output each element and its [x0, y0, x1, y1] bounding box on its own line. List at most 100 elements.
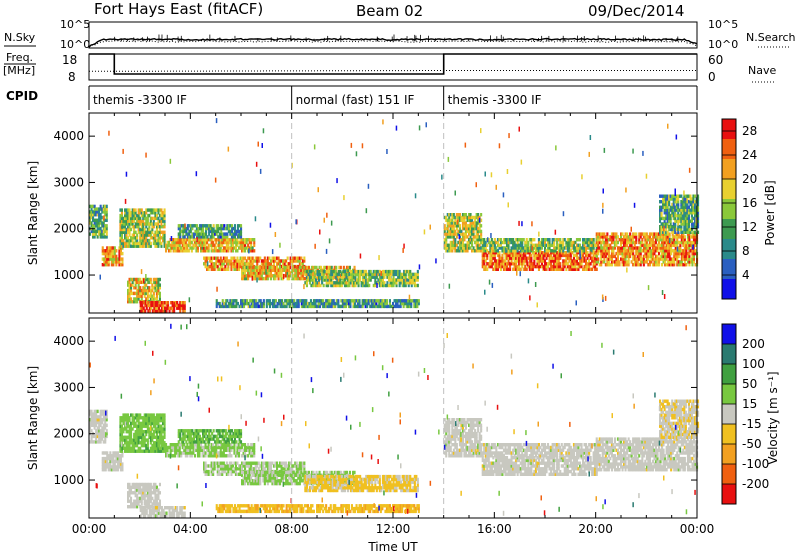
heatmap-cell [672, 197, 675, 201]
heatmap-cell [461, 235, 464, 239]
heatmap-cell [119, 427, 122, 431]
heatmap-cell [385, 304, 388, 309]
heatmap-cell [554, 264, 557, 269]
heatmap-cell [674, 230, 677, 234]
heatmap-cell [215, 246, 218, 250]
heatmap-cell [145, 216, 148, 221]
heatmap-cell [263, 271, 266, 275]
heatmap-cell [90, 207, 93, 211]
heatmap-cell [677, 260, 680, 264]
heatmap-cell [512, 249, 515, 253]
heatmap-cell [154, 286, 157, 290]
heatmap-cell [313, 283, 316, 288]
heatmap-cell [361, 304, 364, 309]
heatmap-cell [241, 243, 244, 247]
heatmap-cell [134, 277, 137, 282]
heatmap-cell [119, 449, 122, 453]
heatmap-cell [159, 309, 162, 313]
sparse-echo [125, 171, 128, 177]
heatmap-cell [242, 243, 245, 247]
heatmap-cell [230, 299, 233, 303]
heatmap-cell [446, 249, 449, 253]
heatmap-cell [253, 304, 256, 309]
heatmap-cell [165, 309, 168, 313]
heatmap-cell [680, 254, 683, 259]
heatmap-cell [416, 283, 419, 288]
heatmap-cell [125, 236, 128, 240]
heatmap-cell [311, 275, 314, 279]
heatmap-cell [565, 243, 568, 247]
heatmap-cell [551, 238, 554, 242]
heatmap-cell [677, 216, 680, 221]
heatmap-cell [553, 238, 556, 242]
heatmap-cell [269, 268, 272, 272]
heatmap-cell [310, 283, 313, 288]
heatmap-cell [669, 205, 672, 209]
heatmap-cell [410, 283, 413, 288]
heatmap-cell [391, 283, 394, 288]
heatmap-cell [152, 233, 155, 237]
heatmap-cell [276, 274, 279, 278]
heatmap-cell [322, 275, 325, 279]
heatmap-cell [259, 301, 262, 306]
heatmap-cell [124, 208, 127, 212]
heatmap-cell [119, 424, 122, 428]
heatmap-cell [586, 264, 589, 269]
sparse-echo [240, 244, 242, 250]
heatmap-cell [239, 256, 242, 260]
heatmap-cell [125, 213, 128, 218]
heatmap-cell [293, 301, 296, 306]
heatmap-cell [583, 246, 586, 250]
heatmap-cell [626, 260, 629, 264]
sparse-echo [661, 290, 664, 295]
heatmap-cell [265, 259, 268, 263]
sparse-echo [378, 255, 380, 261]
heatmap-cell [489, 264, 492, 269]
heatmap-cell [539, 259, 542, 263]
velocity-cells [89, 323, 700, 518]
heatmap-cell [345, 281, 348, 285]
heatmap-cell [318, 278, 321, 282]
heatmap-cell [375, 275, 378, 279]
heatmap-cell [315, 269, 318, 274]
heatmap-cell [119, 225, 122, 229]
heatmap-cell [443, 246, 446, 250]
heatmap-cell [271, 256, 274, 260]
heatmap-cell [489, 243, 492, 247]
heatmap-cell [107, 257, 110, 261]
heatmap-cell [302, 304, 305, 309]
heatmap-cell [290, 304, 293, 309]
heatmap-cell [90, 423, 93, 427]
heatmap-cell [174, 303, 177, 308]
heatmap-cell [670, 240, 673, 245]
heatmap-cell [233, 259, 236, 263]
heatmap-cell [124, 213, 127, 218]
heatmap-cell [490, 264, 493, 269]
heatmap-cell [118, 257, 121, 261]
heatmap-cell [353, 283, 356, 288]
heatmap-cell [692, 235, 695, 239]
heatmap-cell [189, 224, 192, 228]
heatmap-cell [368, 269, 371, 274]
heatmap-cell [680, 205, 683, 209]
heatmap-cell [99, 409, 102, 414]
heatmap-cell [346, 281, 349, 285]
heatmap-cell [654, 263, 657, 267]
heatmap-cell [663, 205, 666, 209]
heatmap-cell [600, 254, 603, 259]
heatmap-cell [101, 251, 104, 256]
heatmap-cell [454, 238, 457, 242]
colorbar-tick-label: 16 [742, 196, 757, 210]
heatmap-cell [658, 263, 661, 267]
heatmap-cell [175, 249, 178, 253]
heatmap-cell [638, 246, 641, 250]
heatmap-cell [204, 243, 207, 247]
heatmap-cell [673, 243, 676, 247]
heatmap-cell [305, 278, 308, 282]
heatmap-cell [411, 299, 414, 303]
heatmap-cell [682, 238, 685, 242]
heatmap-cell [221, 249, 224, 253]
heatmap-cell [527, 256, 530, 260]
heatmap-cell [682, 251, 685, 256]
heatmap-cell [486, 253, 489, 258]
